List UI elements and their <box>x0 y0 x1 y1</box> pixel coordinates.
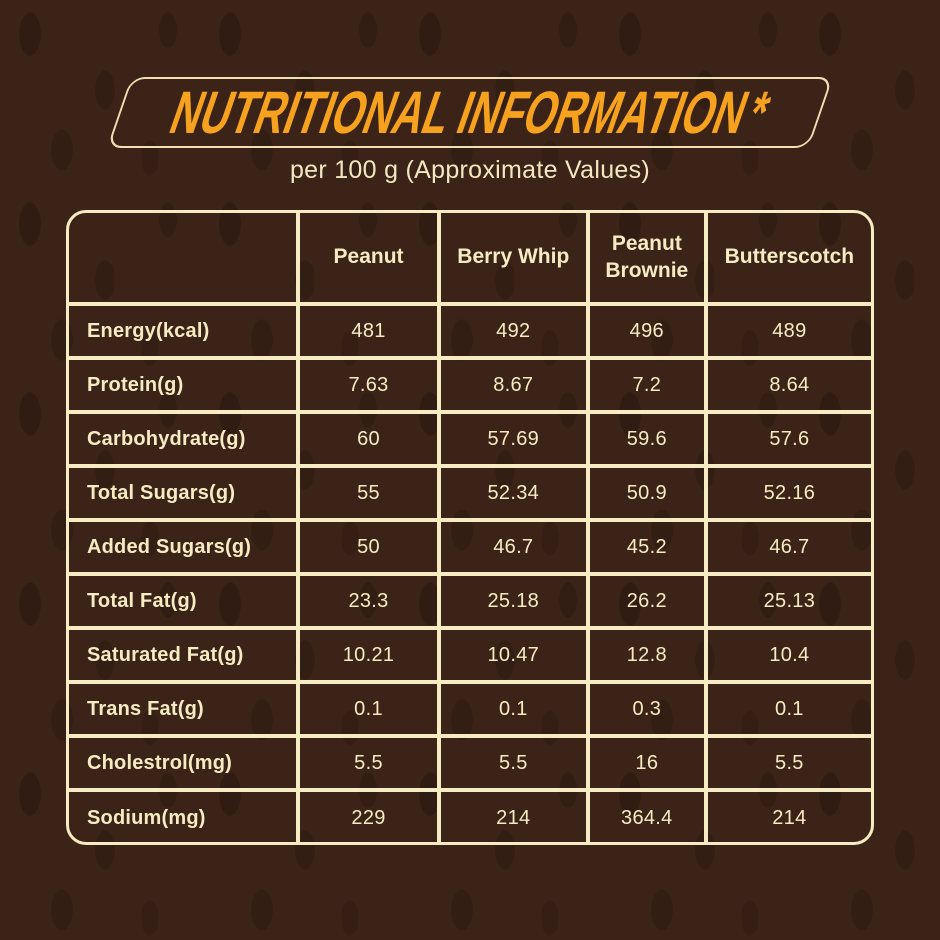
cell-value: 7.2 <box>585 356 708 414</box>
row-label: Protein(g) <box>69 356 301 414</box>
cell-value: 5.5 <box>296 734 441 792</box>
cell-value: 492 <box>436 302 590 360</box>
column-header-butterscotch: Butterscotch <box>703 213 871 306</box>
row-label: Added Sugars(g) <box>69 518 301 576</box>
table-row: Trans Fat(g) 0.1 0.1 0.3 0.1 <box>69 680 871 738</box>
cell-value: 496 <box>585 302 708 360</box>
cell-value: 364.4 <box>585 788 708 842</box>
cell-value: 10.21 <box>296 626 441 684</box>
cell-value: 50 <box>296 518 441 576</box>
subtitle: per 100 g (Approximate Values) <box>289 156 651 184</box>
cell-value: 60 <box>296 410 441 468</box>
cell-value: 5.5 <box>436 734 590 792</box>
cell-value: 57.6 <box>703 410 871 468</box>
cell-value: 52.34 <box>436 464 590 522</box>
table-row: Sodium(mg) 229 214 364.4 214 <box>69 788 871 842</box>
cell-value: 8.67 <box>436 356 590 414</box>
cell-value: 214 <box>703 788 871 842</box>
cell-value: 489 <box>703 302 871 360</box>
page-title: NUTRITIONAL INFORMATION* <box>162 79 778 146</box>
table-row: Protein(g) 7.63 8.67 7.2 8.64 <box>69 356 871 414</box>
cell-value: 7.63 <box>296 356 441 414</box>
table-row: Saturated Fat(g) 10.21 10.47 12.8 10.4 <box>69 626 871 684</box>
cell-value: 214 <box>436 788 590 842</box>
cell-value: 45.2 <box>585 518 708 576</box>
cell-value: 25.18 <box>436 572 590 630</box>
page-title-text: NUTRITIONAL INFORMATION <box>162 78 758 146</box>
column-header-peanut-brownie: Peanut Brownie <box>585 213 708 306</box>
cell-value: 59.6 <box>585 410 708 468</box>
cell-value: 46.7 <box>703 518 871 576</box>
cell-value: 5.5 <box>703 734 871 792</box>
table-row: Total Sugars(g) 55 52.34 50.9 52.16 <box>69 464 871 522</box>
nutrition-table: Peanut Berry Whip Peanut Brownie Butters… <box>66 210 874 845</box>
row-label: Energy(kcal) <box>69 302 301 360</box>
row-label: Sodium(mg) <box>69 788 301 842</box>
cell-value: 52.16 <box>703 464 871 522</box>
table-row: Added Sugars(g) 50 46.7 45.2 46.7 <box>69 518 871 576</box>
column-header-empty <box>69 213 301 306</box>
cell-value: 25.13 <box>703 572 871 630</box>
cell-value: 0.3 <box>585 680 708 738</box>
cell-value: 12.8 <box>585 626 708 684</box>
table-row: Cholestrol(mg) 5.5 5.5 16 5.5 <box>69 734 871 792</box>
cell-value: 229 <box>296 788 441 842</box>
table-row: Total Fat(g) 23.3 25.18 26.2 25.13 <box>69 572 871 630</box>
cell-value: 8.64 <box>703 356 871 414</box>
cell-value: 26.2 <box>585 572 708 630</box>
cell-value: 23.3 <box>296 572 441 630</box>
column-header-berry-whip: Berry Whip <box>436 213 590 306</box>
table-header-row: Peanut Berry Whip Peanut Brownie Butters… <box>69 213 871 306</box>
row-label: Total Sugars(g) <box>69 464 301 522</box>
row-label: Trans Fat(g) <box>69 680 301 738</box>
cell-value: 55 <box>296 464 441 522</box>
cell-value: 481 <box>296 302 441 360</box>
title-banner: NUTRITIONAL INFORMATION* <box>106 77 834 148</box>
cell-value: 0.1 <box>436 680 590 738</box>
cell-value: 16 <box>585 734 708 792</box>
cell-value: 50.9 <box>585 464 708 522</box>
column-header-peanut: Peanut <box>296 213 441 306</box>
row-label: Total Fat(g) <box>69 572 301 630</box>
cell-value: 10.47 <box>436 626 590 684</box>
cell-value: 46.7 <box>436 518 590 576</box>
cell-value: 0.1 <box>296 680 441 738</box>
cell-value: 10.4 <box>703 626 871 684</box>
row-label: Cholestrol(mg) <box>69 734 301 792</box>
nutrition-table-grid: Peanut Berry Whip Peanut Brownie Butters… <box>69 213 871 842</box>
table-row: Energy(kcal) 481 492 496 489 <box>69 302 871 360</box>
cell-value: 0.1 <box>703 680 871 738</box>
row-label: Carbohydrate(g) <box>69 410 301 468</box>
cell-value: 57.69 <box>436 410 590 468</box>
table-row: Carbohydrate(g) 60 57.69 59.6 57.6 <box>69 410 871 468</box>
row-label: Saturated Fat(g) <box>69 626 301 684</box>
